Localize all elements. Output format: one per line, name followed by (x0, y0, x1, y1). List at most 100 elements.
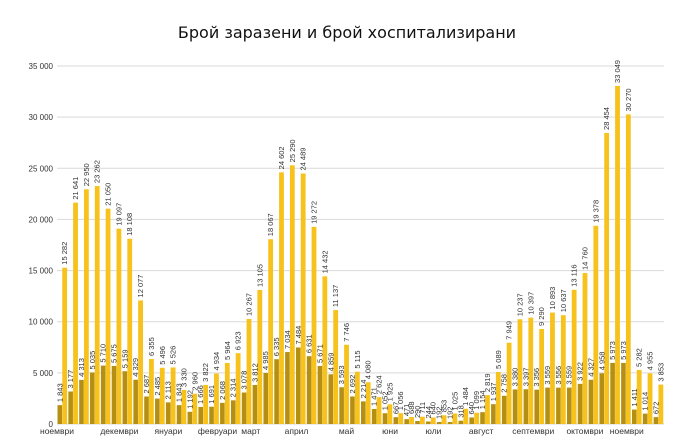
data-label-infected: 3 853 (656, 363, 665, 382)
data-label-infected: 2 624 (375, 375, 384, 394)
bars (57, 85, 664, 425)
bar-hospitalized (241, 392, 247, 424)
bar-hospitalized (230, 400, 236, 424)
chart-title: Брой заразени и брой хоспитализирани (178, 23, 516, 42)
data-label-hospitalized: 2 758 (500, 374, 509, 393)
month-label: август (469, 426, 494, 436)
data-label-infected: 14 432 (320, 250, 329, 273)
data-label-infected: 22 950 (82, 163, 91, 186)
bar-infected (192, 393, 198, 424)
data-label-infected: 24 489 (299, 148, 308, 171)
data-label-infected: 3 822 (201, 363, 210, 382)
bar-hospitalized (252, 385, 258, 424)
bar-hospitalized (187, 411, 193, 424)
bar-infected (279, 172, 284, 424)
bar-infected (333, 310, 339, 424)
bar-infected (181, 389, 187, 424)
bar-hospitalized (263, 373, 269, 424)
bar-infected (149, 358, 154, 424)
data-label-hospitalized: 3 397 (521, 367, 530, 386)
data-label-hospitalized: 5 159 (120, 349, 129, 368)
bar-hospitalized (426, 421, 431, 424)
bar-infected (365, 382, 371, 424)
month-label: юни (382, 426, 398, 436)
data-label-infected: 5 089 (494, 350, 503, 369)
data-label-hospitalized: 5 973 (619, 341, 628, 360)
data-label-infected: 7 949 (505, 321, 514, 340)
bar-hospitalized (295, 347, 301, 424)
data-label-infected: 2 819 (483, 373, 492, 392)
data-label-hospitalized: 1 192 (185, 390, 194, 409)
bar-hospitalized (501, 395, 507, 424)
data-label-hospitalized: 672 (651, 402, 660, 415)
data-label-infected: 1 025 (450, 392, 459, 411)
bar-hospitalized (90, 372, 95, 424)
data-label-infected: 5 115 (353, 350, 362, 368)
data-label-hospitalized: 2 692 (348, 375, 357, 394)
data-label-infected: 5 282 (635, 348, 644, 367)
month-label: ноември (610, 426, 644, 436)
data-label-hospitalized: 3 356 (532, 368, 541, 387)
month-label: септември (512, 426, 554, 436)
bar-infected (463, 408, 469, 424)
data-label-infected: 6 355 (147, 337, 156, 356)
data-label-hospitalized: 5 671 (315, 344, 324, 363)
bar-infected (116, 228, 122, 424)
data-label-hospitalized: 1 411 (630, 388, 639, 406)
y-tick-label: 30 000 (29, 113, 54, 122)
data-label-infected: 10 893 (548, 287, 557, 310)
bar-hospitalized (350, 396, 355, 424)
data-label-hospitalized: 3 922 (576, 362, 585, 381)
y-tick-label: 15 000 (29, 267, 54, 276)
data-label-infected: 9 290 (537, 307, 546, 326)
bar-infected (550, 312, 555, 424)
data-label-hospitalized: 4 329 (131, 358, 140, 377)
data-label-hospitalized: 192 (446, 407, 455, 420)
data-label-hospitalized: 5 675 (109, 344, 118, 363)
data-label-infected: 21 050 (104, 183, 113, 206)
data-label-hospitalized: 6 335 (272, 337, 281, 356)
bar-hospitalized (220, 402, 225, 424)
bar-infected (485, 395, 490, 424)
data-label-infected: 24 602 (277, 146, 286, 169)
bar-hospitalized (599, 373, 605, 424)
data-label-infected: 4 080 (364, 360, 373, 379)
data-label-hospitalized: 5 035 (88, 351, 97, 370)
bar-infected (246, 318, 252, 424)
bar-hospitalized (165, 402, 171, 424)
bar-infected (528, 317, 534, 424)
data-label-infected: 21 641 (71, 177, 80, 200)
data-label-infected: 10 637 (559, 289, 568, 312)
data-label-infected: 13 105 (255, 264, 264, 287)
bar-hospitalized (566, 387, 572, 424)
bar-hospitalized (382, 413, 388, 424)
data-label-hospitalized: 3 559 (543, 366, 552, 385)
data-label-infected: 12 077 (136, 275, 145, 298)
bar-infected (170, 367, 176, 424)
data-label-hospitalized: 471 (402, 404, 411, 417)
bar-infected (268, 239, 274, 424)
bar-hospitalized (100, 365, 106, 424)
x-axis-month-labels: ноември декември януари февруари март април ма… (40, 426, 644, 436)
bar-infected (604, 132, 610, 424)
y-tick-label: 35 000 (29, 62, 54, 71)
bar-hospitalized (371, 408, 377, 424)
bar-hospitalized (328, 374, 334, 424)
bar-infected (636, 369, 642, 424)
y-tick-label: 0 (49, 420, 54, 429)
data-label-hospitalized: 4 859 (326, 353, 335, 372)
bar-infected (539, 328, 545, 424)
bar-infected (517, 319, 523, 424)
data-label-infected: 5 496 (158, 346, 167, 365)
bar-infected (257, 289, 263, 424)
data-label-hospitalized: 2 068 (218, 381, 227, 400)
bar-hospitalized (274, 359, 279, 424)
bar-hospitalized (111, 365, 117, 424)
bar-infected (322, 276, 328, 424)
bar-infected (203, 384, 209, 424)
bar-hospitalized (469, 417, 474, 424)
data-label-hospitalized: 3 380 (511, 368, 520, 387)
data-label-hospitalized: 3 812 (250, 363, 259, 382)
bar-hospitalized (133, 379, 138, 424)
